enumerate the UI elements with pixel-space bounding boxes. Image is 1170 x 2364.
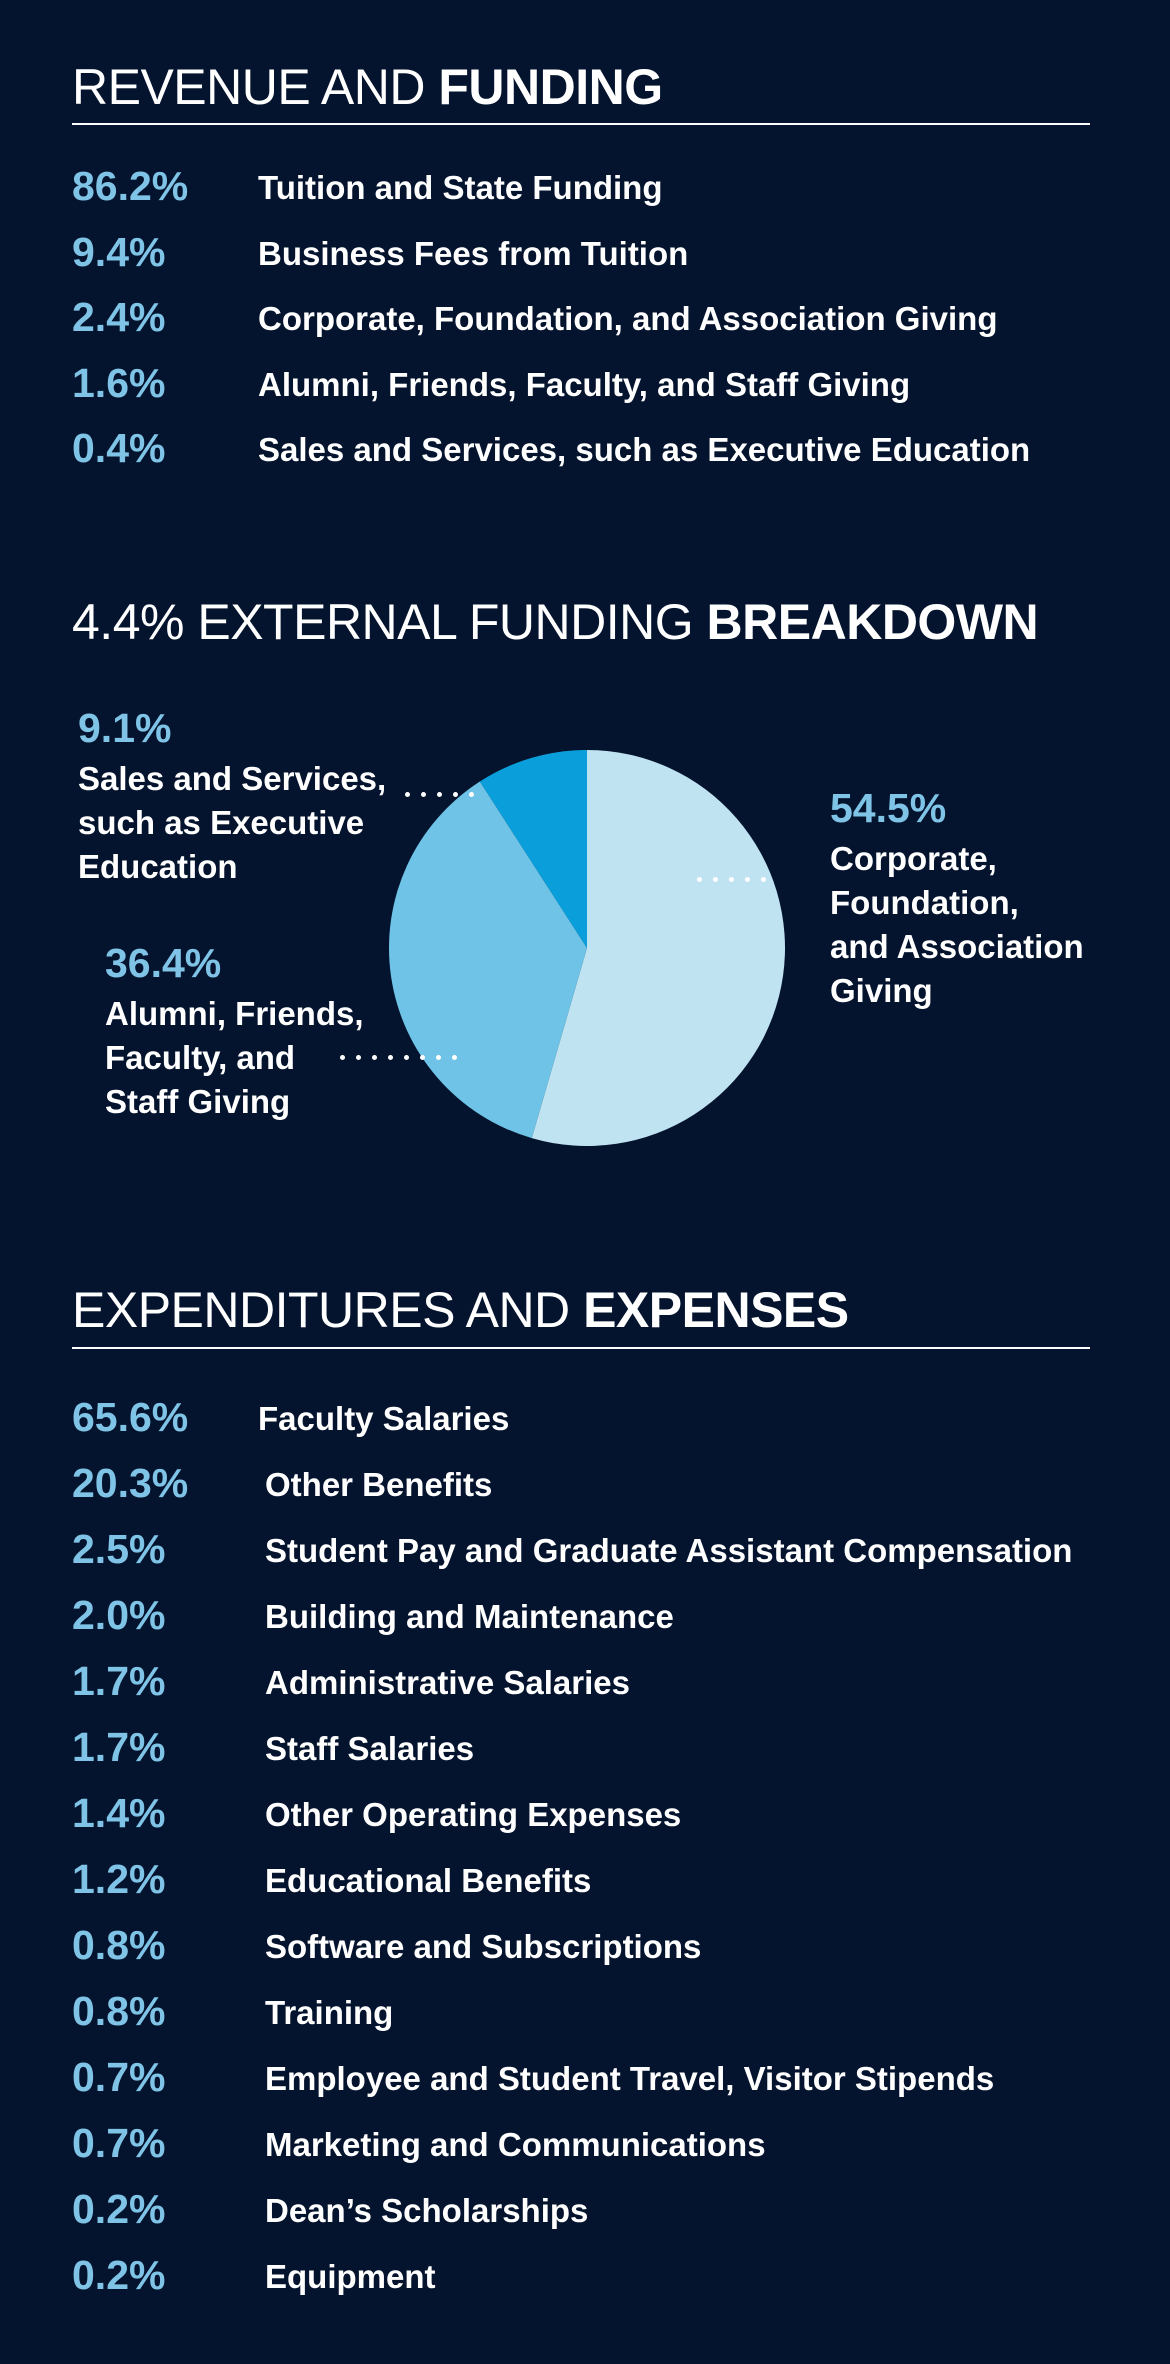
revenue-list: 86.2% Tuition and State Funding 9.4% Bus… — [72, 166, 1112, 494]
revenue-row: 86.2% Tuition and State Funding — [72, 166, 1112, 232]
revenue-pct: 1.6% — [72, 359, 166, 406]
expense-pct: 0.2% — [72, 2252, 166, 2298]
expense-label: Other Benefits — [265, 1466, 493, 1503]
revenue-label: Corporate, Foundation, and Association G… — [258, 300, 998, 337]
expense-label: Student Pay and Graduate Assistant Compe… — [265, 1532, 1073, 1569]
expense-row: 1.2% Educational Benefits — [72, 1859, 1112, 1925]
expense-row: 1.7% Administrative Salaries — [72, 1661, 1112, 1727]
revenue-label: Tuition and State Funding — [258, 169, 663, 206]
expense-pct: 2.5% — [72, 1526, 166, 1572]
expense-row: 0.7% Employee and Student Travel, Visito… — [72, 2057, 1112, 2123]
expense-row: 1.7% Staff Salaries — [72, 1727, 1112, 1793]
expense-row: 2.0% Building and Maintenance — [72, 1595, 1112, 1661]
expenses-title: EXPENDITURES AND EXPENSES — [72, 1285, 849, 1335]
pie-slice-sales — [479, 750, 587, 948]
expense-label: Building and Maintenance — [265, 1598, 674, 1635]
external-title-light: 4.4% EXTERNAL FUNDING — [72, 594, 694, 650]
expense-pct: 0.7% — [72, 2120, 166, 2166]
callout-corporate-pct: 54.5% — [830, 785, 947, 831]
revenue-title-light: REVENUE AND — [72, 59, 425, 115]
expense-label: Other Operating Expenses — [265, 1796, 682, 1833]
revenue-pct: 2.4% — [72, 294, 166, 340]
expense-row: 0.7% Marketing and Communications — [72, 2123, 1112, 2189]
expense-pct: 0.8% — [72, 1922, 166, 1968]
expense-label: Administrative Salaries — [265, 1664, 630, 1701]
expense-label: Equipment — [265, 2258, 436, 2295]
external-title: 4.4% EXTERNAL FUNDING BREAKDOWN — [72, 594, 1039, 650]
expenses-divider — [72, 1347, 1090, 1349]
expense-row: 0.8% Software and Subscriptions — [72, 1925, 1112, 1991]
callout-corporate-text: Corporate, Foundation, and Association G… — [830, 840, 1084, 1009]
leader-dots-sales — [405, 792, 485, 798]
expense-row: 20.3% Other Benefits — [72, 1463, 1112, 1529]
expense-pct: 2.0% — [72, 1592, 166, 1638]
revenue-title: REVENUE AND FUNDING — [72, 62, 663, 112]
callout-sales-pct: 9.1% — [78, 705, 172, 751]
pie-slice-alumni — [389, 781, 587, 1139]
expense-row: 0.2% Dean’s Scholarships — [72, 2189, 1112, 2255]
expense-label: Faculty Salaries — [258, 1400, 510, 1437]
callout-alumni: 36.4% Alumni, Friends, Faculty, and Staf… — [105, 943, 364, 1124]
revenue-row: 0.4% Sales and Services, such as Executi… — [72, 428, 1112, 494]
expense-row: 65.6% Faculty Salaries — [72, 1397, 1112, 1463]
expense-pct: 0.2% — [72, 2186, 166, 2232]
revenue-pct: 0.4% — [72, 425, 166, 471]
revenue-label: Sales and Services, such as Executive Ed… — [258, 431, 1031, 468]
expense-row: 0.2% Equipment — [72, 2255, 1112, 2321]
leader-dots-alumni — [340, 1055, 468, 1061]
expense-pct: 0.8% — [72, 1988, 166, 2034]
expense-list: 65.6% Faculty Salaries 20.3% Other Benef… — [72, 1397, 1112, 2321]
callout-alumni-text: Alumni, Friends, Faculty, and Staff Givi… — [105, 995, 364, 1120]
expense-row: 0.8% Training — [72, 1991, 1112, 2057]
revenue-pct: 9.4% — [72, 228, 166, 275]
expense-row: 2.5% Student Pay and Graduate Assistant … — [72, 1529, 1112, 1595]
callout-corporate: 54.5% Corporate, Foundation, and Associa… — [830, 788, 1084, 1013]
revenue-title-bold: FUNDING — [438, 59, 663, 115]
expense-label: Educational Benefits — [265, 1862, 592, 1899]
external-title-bold: BREAKDOWN — [706, 594, 1039, 650]
expense-pct: 20.3% — [72, 1460, 189, 1506]
leader-dots-corporate — [697, 877, 777, 883]
expense-pct: 1.2% — [72, 1856, 166, 1902]
pie-slice-corporate — [531, 750, 785, 1146]
callout-alumni-pct: 36.4% — [105, 940, 222, 986]
revenue-label: Business Fees from Tuition — [258, 234, 689, 272]
expense-label: Employee and Student Travel, Visitor Sti… — [265, 2060, 995, 2097]
expense-label: Dean’s Scholarships — [265, 2192, 589, 2229]
expense-label: Training — [265, 1994, 394, 2031]
expense-pct: 65.6% — [72, 1394, 189, 1440]
revenue-row: 9.4% Business Fees from Tuition — [72, 228, 1112, 298]
expenses-title-bold: EXPENSES — [583, 1282, 849, 1338]
revenue-divider — [72, 123, 1090, 125]
expense-row: 1.4% Other Operating Expenses — [72, 1793, 1112, 1859]
expense-label: Staff Salaries — [265, 1730, 475, 1767]
external-funding-pie-chart — [389, 750, 785, 1146]
expense-label: Marketing and Communications — [265, 2126, 766, 2163]
revenue-pct: 86.2% — [72, 163, 189, 209]
revenue-row: 2.4% Corporate, Foundation, and Associat… — [72, 297, 1112, 363]
expense-pct: 1.7% — [72, 1658, 166, 1704]
expenses-title-light: EXPENDITURES AND — [72, 1282, 570, 1338]
expense-pct: 1.4% — [72, 1790, 166, 1836]
expense-pct: 0.7% — [72, 2054, 166, 2100]
revenue-row: 1.6% Alumni, Friends, Faculty, and Staff… — [72, 359, 1112, 429]
callout-sales-text: Sales and Services, such as Executive Ed… — [78, 760, 387, 885]
expense-label: Software and Subscriptions — [265, 1928, 702, 1965]
expense-pct: 1.7% — [72, 1724, 166, 1770]
revenue-label: Alumni, Friends, Faculty, and Staff Givi… — [258, 365, 911, 403]
callout-sales: 9.1% Sales and Services, such as Executi… — [78, 708, 386, 889]
